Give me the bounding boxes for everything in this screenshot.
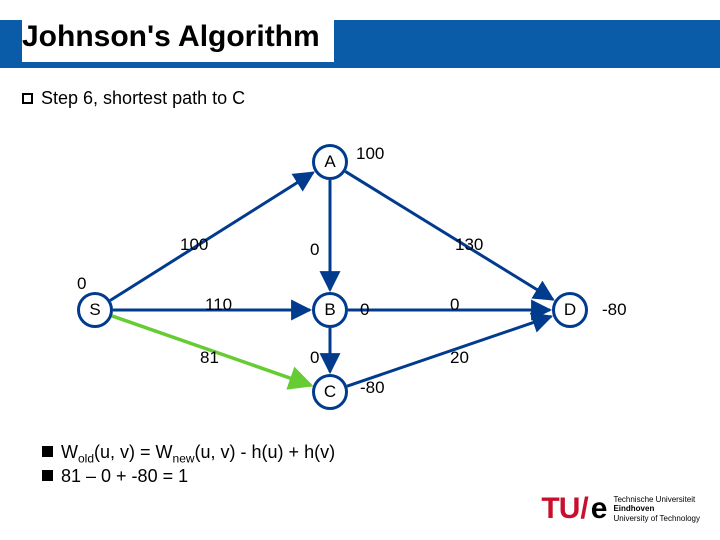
bullet-square-icon xyxy=(42,470,53,481)
formula-line-2: 81 – 0 + -80 = 1 xyxy=(42,466,188,487)
step-line: Step 6, shortest path to C xyxy=(22,88,245,109)
logo-text: Technische Universiteit Eindhoven Univer… xyxy=(613,495,700,523)
node-ext-label-d: -80 xyxy=(602,300,627,320)
graph-edges xyxy=(0,130,720,420)
graph-diagram: S A B C D 0 100 0 -80 -80 100 110 81 0 130 0 0 20 xyxy=(0,130,720,420)
logo-e: e xyxy=(591,492,608,526)
node-c: C xyxy=(312,374,348,410)
edge-label-s-c: 81 xyxy=(200,348,219,368)
slide-title: Johnson's Algorithm xyxy=(22,14,334,62)
edge-label-s-a: 100 xyxy=(180,235,208,255)
logo-slash-icon: / xyxy=(580,492,588,526)
node-d: D xyxy=(552,292,588,328)
edge-label-b-d: 0 xyxy=(450,295,459,315)
bullet-icon xyxy=(22,93,33,104)
node-ext-label-c: -80 xyxy=(360,378,385,398)
node-ext-label-b: 0 xyxy=(360,300,369,320)
node-a: A xyxy=(312,144,348,180)
node-s: S xyxy=(77,292,113,328)
edge-label-s-b: 110 xyxy=(205,295,232,315)
node-ext-label-a: 100 xyxy=(356,144,384,164)
edge-label-b-c: 0 xyxy=(310,348,319,368)
logo-tu: TU xyxy=(541,492,579,526)
edge-label-c-d: 20 xyxy=(450,348,469,368)
edge-a-d xyxy=(345,171,553,299)
formula-line-1: Wold(u, v) = Wnew(u, v) - h(u) + h(v) xyxy=(42,442,335,466)
step-text: Step 6, shortest path to C xyxy=(41,88,245,108)
node-ext-label-s: 0 xyxy=(77,274,86,294)
edge-label-a-b: 0 xyxy=(310,240,319,260)
edge-label-a-d: 130 xyxy=(455,235,483,255)
node-b: B xyxy=(312,292,348,328)
university-logo: TU/e Technische Universiteit Eindhoven U… xyxy=(541,492,700,526)
bullet-square-icon xyxy=(42,446,53,457)
edge-s-a xyxy=(110,173,313,301)
